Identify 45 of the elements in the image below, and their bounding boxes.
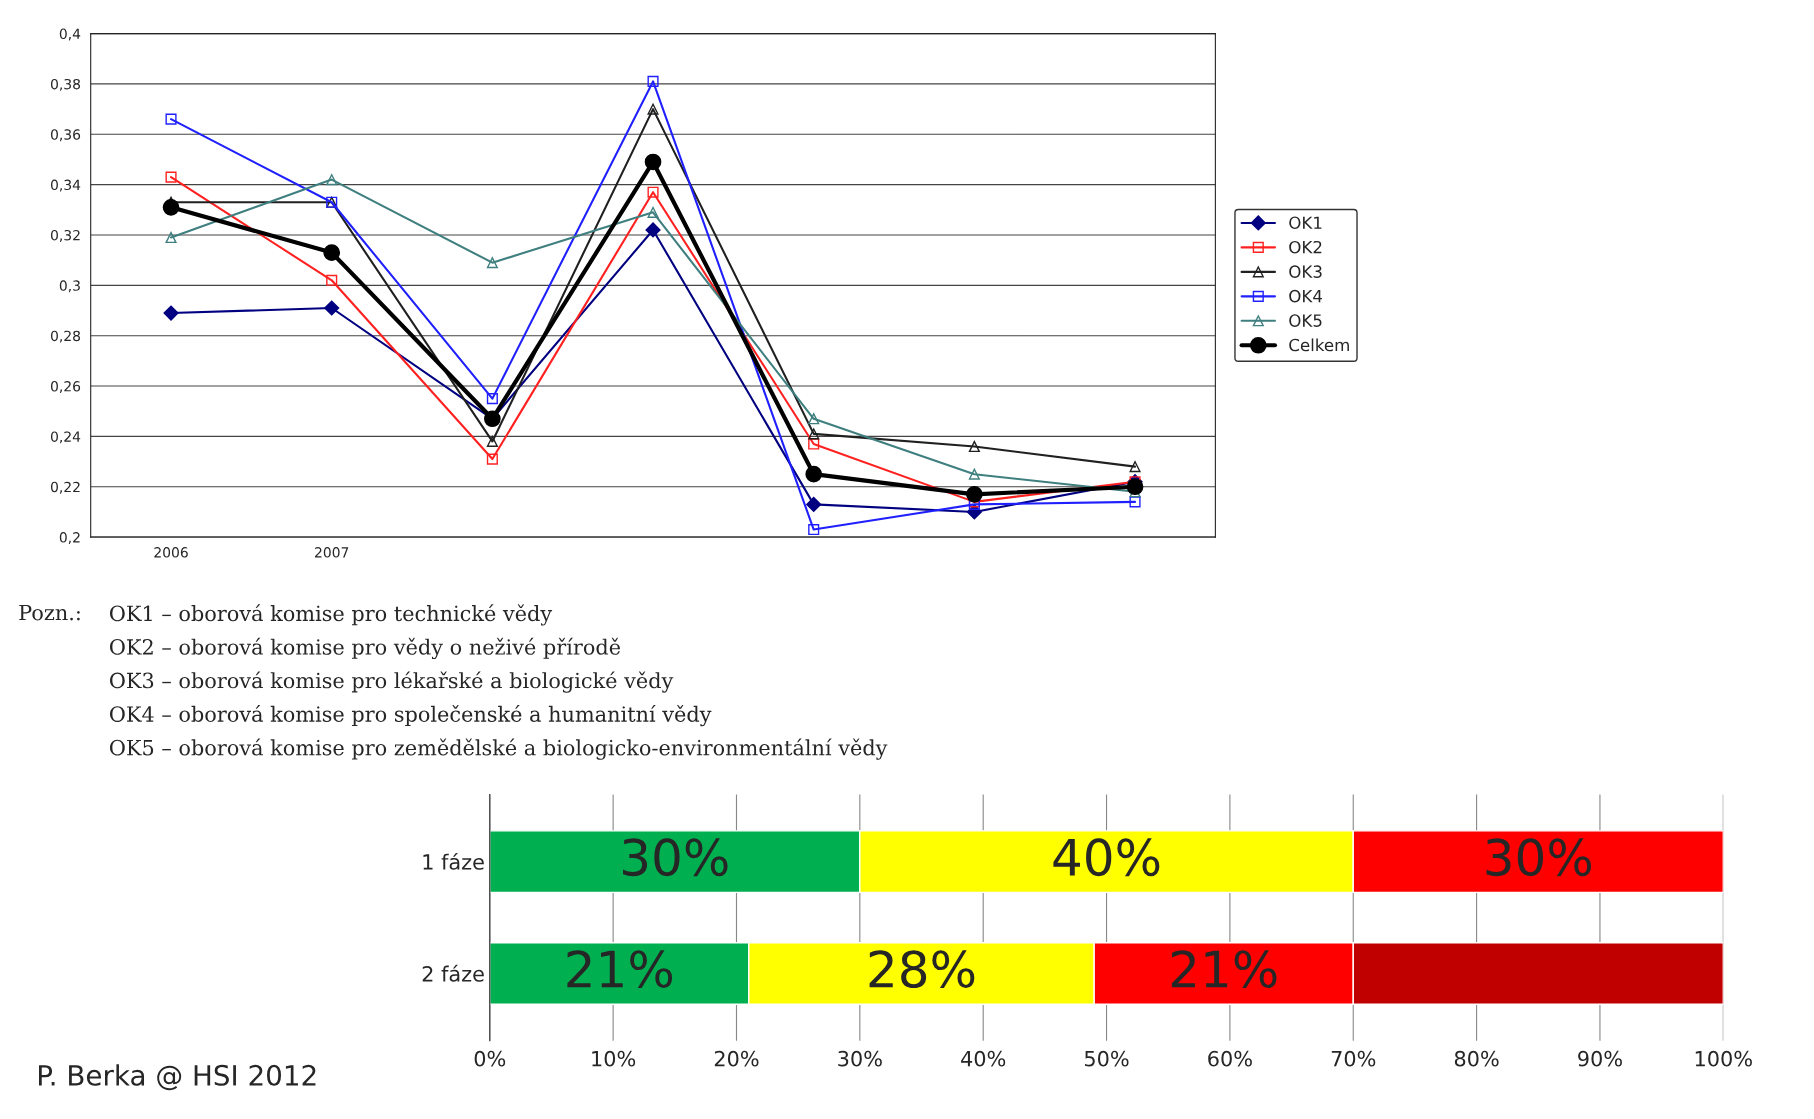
legend-label: OK2 xyxy=(1289,240,1322,254)
text: Pozn.: xyxy=(19,604,80,621)
y-tick-label: 0,34 xyxy=(50,179,81,192)
text: OK2 – oborová komise pro vědy o neživé přírodě xyxy=(110,637,621,660)
data-label: 21% xyxy=(567,950,673,989)
legend-label: OK3 xyxy=(1289,265,1322,278)
y-tick-label: 0,3 xyxy=(59,280,80,293)
legend-label: OK1 xyxy=(1289,216,1322,230)
y-tick-label: 0,22 xyxy=(50,481,80,494)
legend-label: OK4 xyxy=(1289,289,1323,303)
x-tick-label: 80% xyxy=(1454,1050,1499,1067)
y-tick-label: 0,4 xyxy=(59,28,81,41)
y-tick-label: 0,38 xyxy=(50,78,81,91)
data-label: 30% xyxy=(623,838,728,877)
x-tick-label: 60% xyxy=(1208,1050,1252,1067)
x-tick-label: 20% xyxy=(714,1050,759,1067)
x-tick-label: 100% xyxy=(1695,1050,1752,1067)
data-label: 28% xyxy=(869,950,975,989)
y-tick-label: 0,32 xyxy=(50,229,80,242)
data-label: 40% xyxy=(1053,838,1160,877)
x-tick-label: 0% xyxy=(474,1050,506,1067)
data-label: 30% xyxy=(1486,838,1592,877)
data-label: 21% xyxy=(1171,950,1277,989)
x-tick-label: 2007 xyxy=(315,547,349,558)
x-tick-label: 30% xyxy=(838,1050,882,1067)
text: OK3 – oborová komise pro lékařské a biologické vědy xyxy=(110,671,674,693)
x-tick-label: 70% xyxy=(1331,1050,1376,1067)
x-tick-label: 10% xyxy=(592,1050,636,1067)
y-tick-label: 2 fáze xyxy=(422,964,484,982)
x-tick-label: 2006 xyxy=(154,547,188,558)
legend-label: OK5 xyxy=(1289,314,1322,327)
x-tick-label: 40% xyxy=(961,1050,1006,1067)
x-tick-label: 90% xyxy=(1578,1050,1622,1067)
y-tick-label: 0,26 xyxy=(50,381,81,393)
text: OK5 – oborová komise pro zemědělské a biologicko-environmentální vědy xyxy=(110,738,888,760)
y-tick-label: 0,36 xyxy=(50,129,81,142)
y-tick-label: 0,2 xyxy=(59,532,80,545)
text: OK4 – oborová komise pro společenské a humanitní vědy xyxy=(110,704,712,727)
y-tick-label: 0,28 xyxy=(50,330,81,343)
x-tick-label: 50% xyxy=(1085,1050,1129,1067)
text: OK1 – oborová komise pro technické vědy xyxy=(110,604,553,626)
y-tick-label: 1 fáze xyxy=(423,852,484,870)
text: P. Berka @ HSI 2012 xyxy=(39,1064,316,1091)
y-tick-label: 0,24 xyxy=(50,431,81,444)
legend-label: Celkem xyxy=(1289,338,1349,352)
